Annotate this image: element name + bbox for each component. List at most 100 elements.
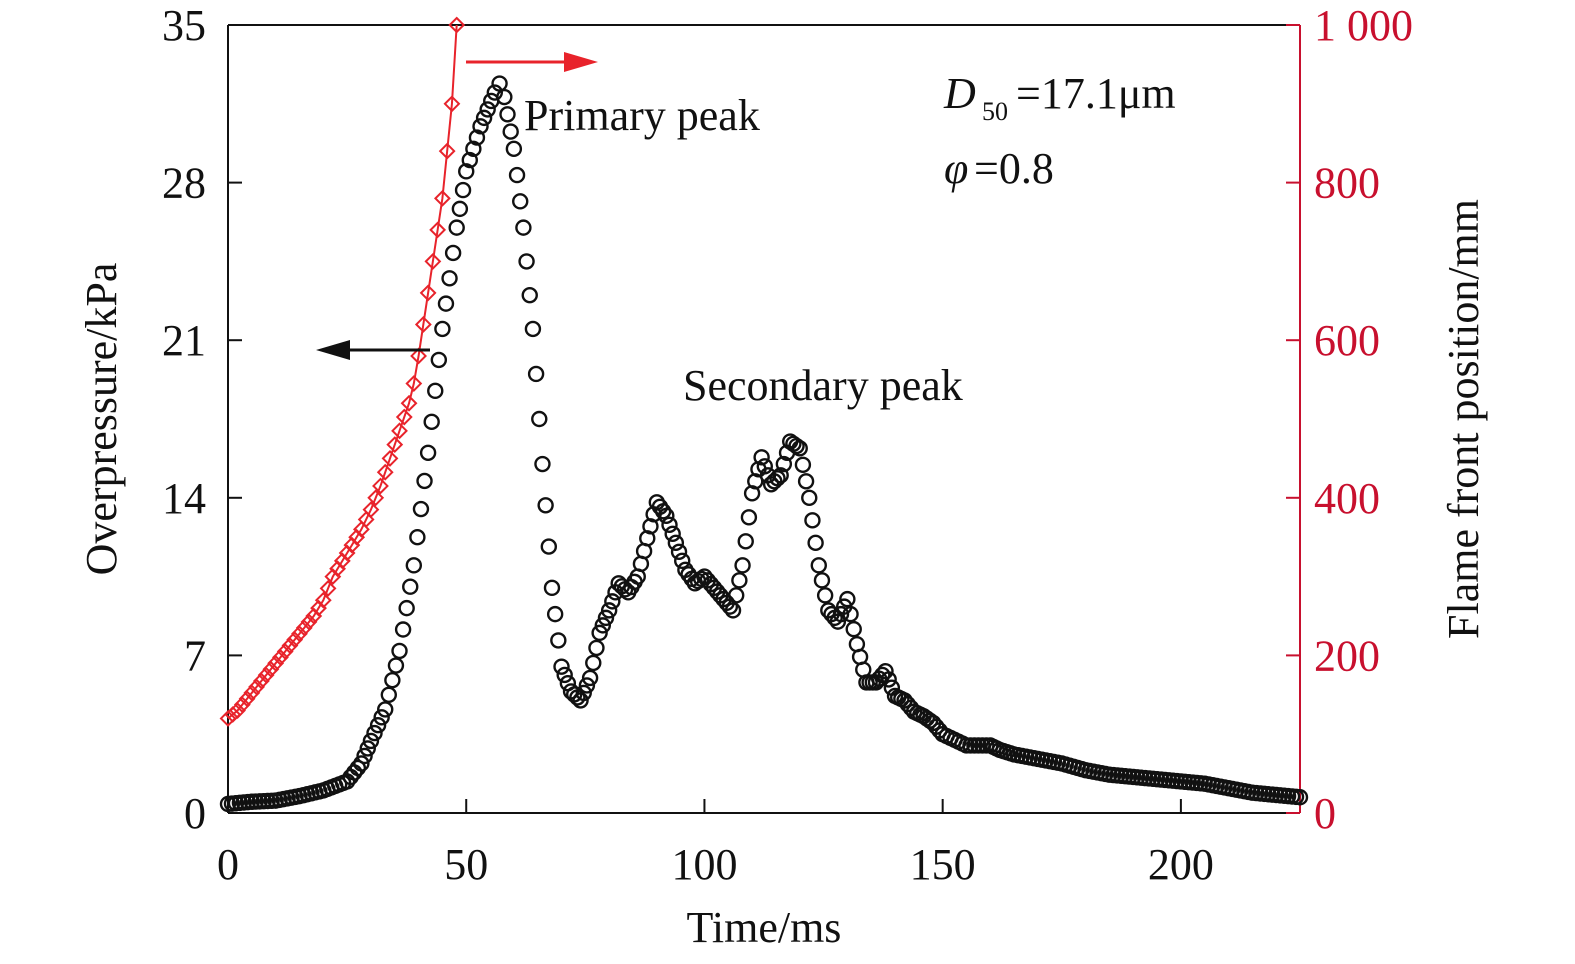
d50-subscript: 50 <box>982 97 1008 126</box>
flame-front-point <box>410 347 427 365</box>
overpressure-point <box>475 109 493 127</box>
flame-front-point <box>252 672 270 690</box>
flame-front-line <box>227 24 458 720</box>
y-right-tick-label-5: 1 000 <box>1314 1 1413 50</box>
flame-front-point <box>257 666 275 684</box>
flame-front-point <box>405 375 423 392</box>
overpressure-point <box>366 724 383 742</box>
flame-front-point <box>391 422 408 440</box>
flame-front-point <box>438 142 456 160</box>
x-axis-title: Time/ms <box>687 903 842 952</box>
overpressure-point <box>667 534 685 552</box>
d50-value: =17.1μm <box>1016 69 1176 118</box>
overpressure-point <box>537 497 554 514</box>
overpressure-point <box>362 732 380 750</box>
overpressure-point <box>813 572 831 589</box>
flame-front-point <box>395 408 413 426</box>
phi-parameter: φ =0.8 <box>944 144 1054 193</box>
secondary-peak-label: Secondary peak <box>683 361 963 410</box>
overpressure-point <box>674 552 691 570</box>
overpressure-point <box>465 140 482 158</box>
overpressure-point <box>444 244 462 262</box>
y-left-axis-ticks: 0 7 14 21 28 35 <box>162 1 242 838</box>
flame-front-point <box>224 706 242 723</box>
overpressure-point <box>454 181 472 199</box>
overpressure-point <box>472 118 489 135</box>
y-left-tick-label-1: 7 <box>184 631 206 680</box>
overpressure-point <box>550 632 567 649</box>
overpressure-point <box>353 755 370 772</box>
flame-front-point <box>448 16 466 34</box>
overpressure-point <box>740 509 758 526</box>
flame-front-point <box>362 501 380 519</box>
d50-parameter: D 50 =17.1μm <box>943 69 1176 126</box>
overpressure-point <box>724 602 742 619</box>
overpressure-point <box>581 669 599 687</box>
overpressure-point <box>512 193 529 210</box>
overpressure-point <box>731 572 748 589</box>
flame-front-point <box>414 316 432 333</box>
y-right-tick-label-0: 0 <box>1314 789 1336 838</box>
overpressure-point <box>419 444 437 461</box>
overpressure-point <box>437 295 455 312</box>
overpressure-point <box>398 599 415 617</box>
flame-front-point <box>271 648 289 666</box>
x-tick-label-4: 200 <box>1148 840 1214 889</box>
y-right-tick-label-3: 600 <box>1314 316 1380 365</box>
overpressure-point <box>737 533 754 550</box>
phi-value: =0.8 <box>974 144 1054 193</box>
overpressure-point <box>829 613 847 630</box>
flame-front-point <box>262 660 280 678</box>
overpressure-point <box>518 253 535 270</box>
overpressure-point <box>588 639 605 657</box>
overpressure-point <box>391 642 408 660</box>
overpressure-point <box>405 557 423 574</box>
overpressure-point <box>597 609 615 627</box>
flame-front-point <box>291 625 308 643</box>
overpressure-point <box>556 666 573 684</box>
overpressure-point <box>369 716 387 734</box>
flame-front-point <box>381 449 399 467</box>
overpressure-point <box>430 351 448 369</box>
overpressure-point <box>575 684 592 702</box>
overpressure-point <box>797 473 815 490</box>
overpressure-point <box>572 692 589 709</box>
overpressure-point <box>578 677 596 694</box>
overpressure-point <box>1291 789 1309 806</box>
overpressure-point <box>810 557 827 574</box>
phi-symbol: φ <box>944 144 968 193</box>
overpressure-point <box>496 88 513 106</box>
right-axis-arrow <box>466 52 598 72</box>
y-right-tick-label-2: 400 <box>1314 474 1380 523</box>
overpressure-point <box>534 455 551 473</box>
overpressure-point <box>753 449 770 466</box>
flame-front-point <box>233 696 251 714</box>
overpressure-point <box>373 709 390 726</box>
x-tick-label-1: 50 <box>444 840 488 889</box>
flame-front-point <box>314 591 332 609</box>
y-right-axis-ticks: 0 200 400 600 800 1 000 <box>1286 1 1413 838</box>
overpressure-point <box>661 516 678 534</box>
overpressure-point <box>832 605 850 623</box>
overpressure-point <box>387 657 405 674</box>
overpressure-point <box>486 84 504 101</box>
overpressure-point <box>499 106 516 123</box>
flame-front-point <box>229 702 246 719</box>
overpressure-point <box>670 543 688 561</box>
flame-front-point <box>372 477 389 495</box>
overpressure-point <box>502 123 519 140</box>
overpressure-point <box>515 219 532 236</box>
x-tick-label-3: 150 <box>910 840 976 889</box>
y-left-tick-label-5: 35 <box>162 1 206 50</box>
overpressure-point <box>756 458 773 475</box>
overpressure-point <box>423 413 440 431</box>
overpressure-point <box>591 624 608 642</box>
left-axis-arrow-head <box>316 340 350 360</box>
overpressure-point <box>380 686 397 703</box>
flame-front-series <box>219 16 466 727</box>
overpressure-point <box>461 151 478 169</box>
overpressure-point <box>349 759 367 777</box>
overpressure-series <box>219 75 1309 813</box>
overpressure-point <box>505 140 523 158</box>
flame-front-point <box>367 489 385 507</box>
